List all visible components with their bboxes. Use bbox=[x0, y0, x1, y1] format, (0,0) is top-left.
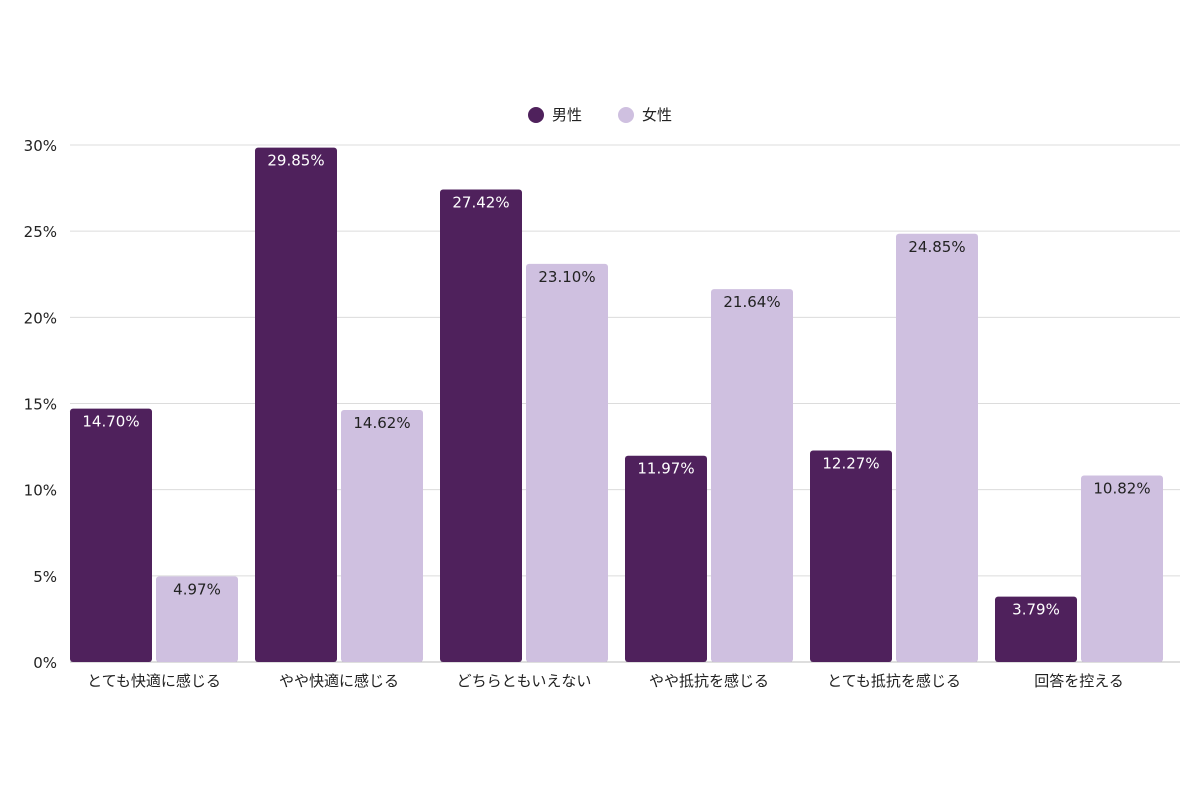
y-tick-label: 30% bbox=[24, 137, 57, 155]
bar-male bbox=[625, 455, 707, 662]
x-category-label: 回答を控える bbox=[1034, 672, 1124, 690]
bar-female bbox=[526, 263, 608, 662]
legend-item-male: 男性 bbox=[527, 104, 582, 125]
y-tick-label: 25% bbox=[24, 223, 57, 241]
bar-value-label: 10.82% bbox=[1093, 480, 1150, 498]
y-tick-label: 10% bbox=[24, 482, 57, 500]
x-category-label: とても快適に感じる bbox=[87, 672, 221, 690]
legend-label-male: 男性 bbox=[551, 106, 582, 124]
bar-female bbox=[1081, 475, 1163, 662]
bar-value-label: 29.85% bbox=[267, 152, 324, 170]
x-category-label: どちらともいえない bbox=[457, 672, 592, 690]
y-tick-label: 5% bbox=[33, 568, 57, 586]
bar-value-label: 21.64% bbox=[723, 293, 780, 311]
chart-legend: 男性 女性 bbox=[0, 104, 1200, 125]
bar-female bbox=[711, 289, 793, 662]
bar-value-label: 12.27% bbox=[822, 455, 879, 473]
bar-male bbox=[440, 189, 522, 662]
bar-value-label: 3.79% bbox=[1012, 601, 1060, 619]
bar-value-label: 14.62% bbox=[353, 414, 410, 432]
y-tick-label: 20% bbox=[24, 309, 57, 327]
legend-item-female: 女性 bbox=[618, 104, 672, 125]
x-category-label: やや快適に感じる bbox=[279, 672, 399, 690]
bar-male bbox=[70, 408, 152, 662]
bar-female bbox=[896, 233, 978, 663]
bar-male bbox=[810, 450, 892, 662]
bar-value-label: 27.42% bbox=[452, 193, 509, 211]
y-tick-label: 0% bbox=[33, 654, 57, 672]
legend-label-female: 女性 bbox=[642, 106, 673, 124]
legend-swatch-female bbox=[618, 106, 634, 123]
y-tick-label: 15% bbox=[24, 396, 57, 414]
bar-male bbox=[255, 147, 337, 662]
bar-value-label: 23.10% bbox=[538, 268, 595, 286]
x-category-label: やや抵抗を感じる bbox=[649, 672, 769, 690]
legend-swatch-male bbox=[527, 106, 544, 123]
bar-value-label: 4.97% bbox=[173, 580, 221, 598]
x-category-label: とても抵抗を感じる bbox=[827, 672, 961, 690]
bar-value-label: 14.70% bbox=[82, 413, 139, 431]
bar-female bbox=[156, 576, 238, 662]
bar-female bbox=[341, 410, 423, 662]
bar-value-label: 11.97% bbox=[637, 460, 694, 478]
bar-male bbox=[995, 596, 1077, 662]
bar-value-label: 24.85% bbox=[908, 238, 965, 256]
